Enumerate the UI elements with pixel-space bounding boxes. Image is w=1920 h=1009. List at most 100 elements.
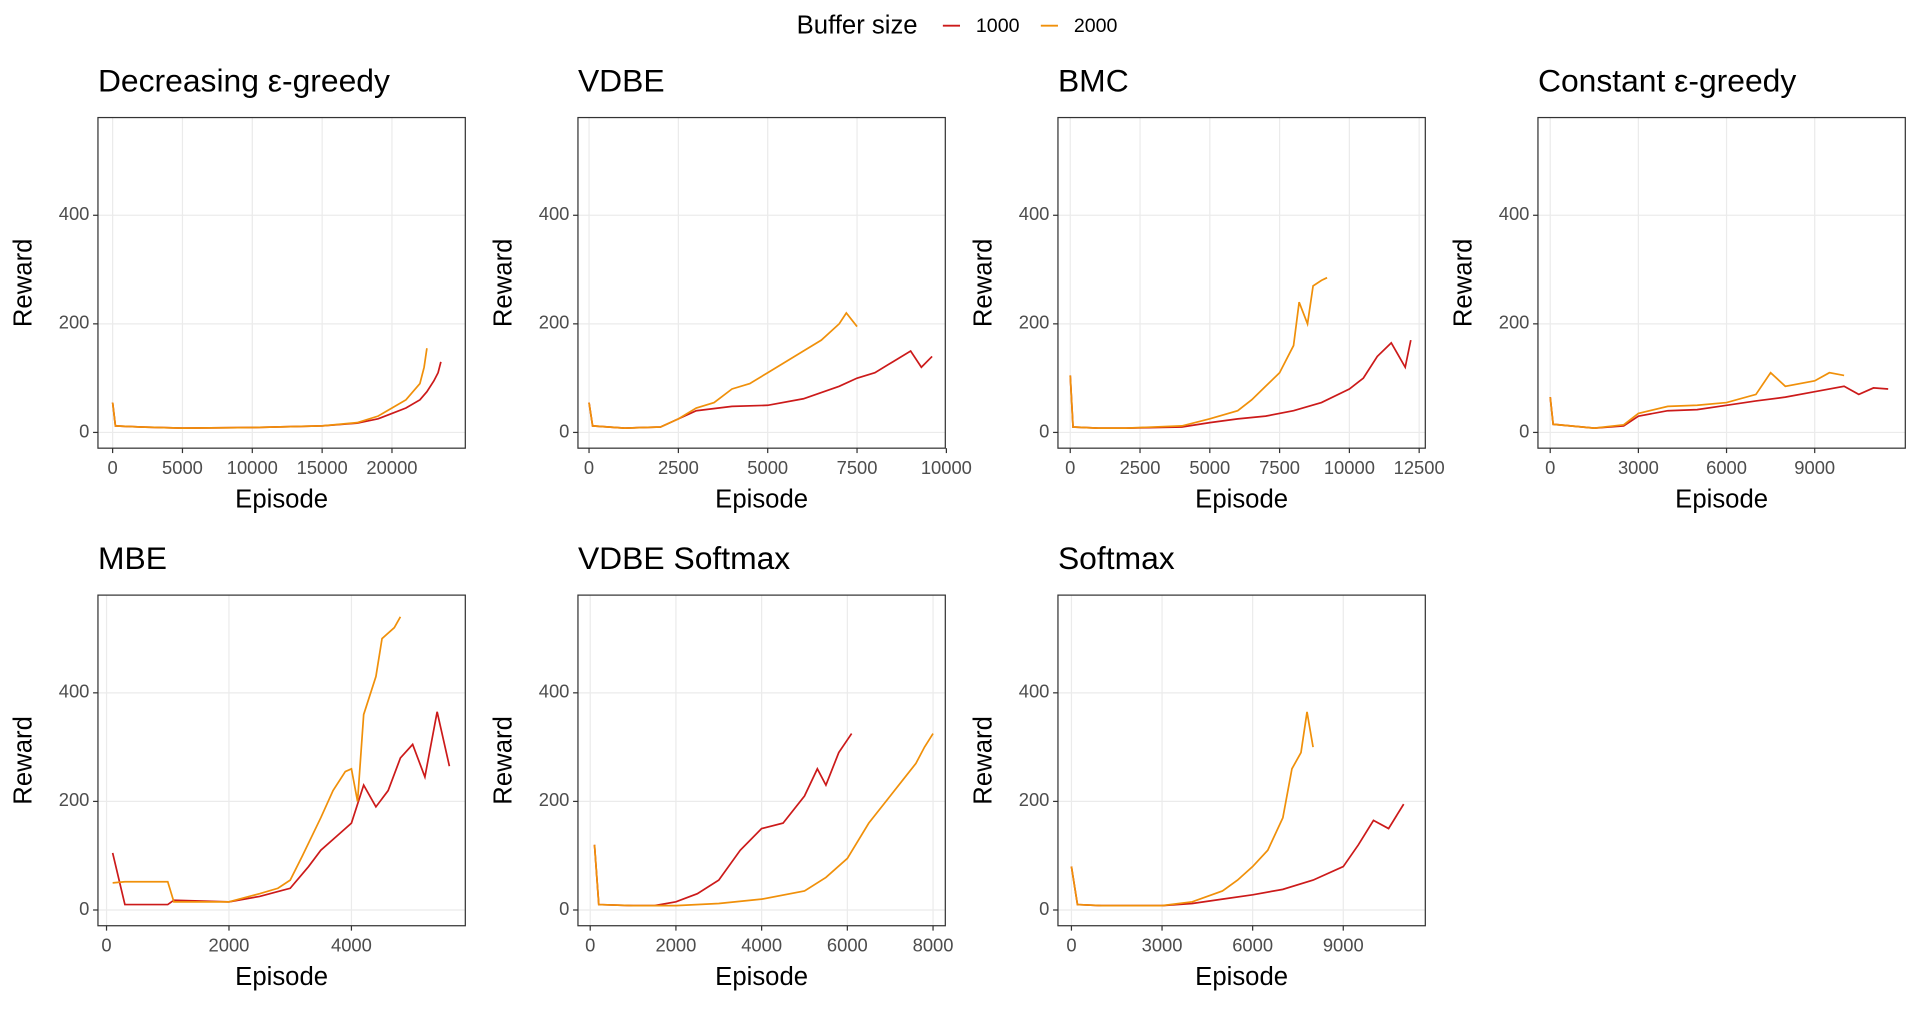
x-axis-label: Episode [715, 963, 808, 991]
y-axis-label: Reward [489, 239, 517, 328]
x-tick-label: 10000 [227, 457, 278, 478]
panel: VDBE 0 200 400 0 2500 5000 7500 10000 Episode Rewa… [489, 63, 972, 514]
x-axis-label: Episode [1195, 486, 1288, 514]
x-tick-label: 20000 [366, 457, 417, 478]
y-tick-label: 0 [79, 898, 89, 919]
x-tick-label: 15000 [297, 457, 348, 478]
series-line [1549, 371, 1845, 429]
y-tick-label: 400 [539, 203, 570, 224]
y-tick-label: 400 [1019, 681, 1050, 702]
legend-label: 1000 [976, 15, 1020, 37]
x-tick-label: 8000 [913, 934, 954, 955]
series-line [593, 733, 853, 907]
panel: Softmax 0 200 400 0 3000 6000 9000 Episode Reward [969, 540, 1426, 991]
panel-border [97, 594, 466, 927]
panel: Decreasing ε-greedy 0 200 400 0 5000 10000 1500… [9, 63, 466, 514]
y-axis-label: Reward [489, 716, 517, 805]
panel-title: VDBE Softmax [578, 540, 790, 576]
x-tick-label: 2500 [658, 457, 699, 478]
x-tick-label: 7500 [837, 457, 878, 478]
x-axis-label: Episode [1675, 486, 1768, 514]
x-tick-label: 0 [1066, 934, 1076, 955]
x-tick-label: 6000 [1232, 934, 1273, 955]
series-line [112, 616, 402, 903]
panel-border [1057, 116, 1426, 449]
y-tick-label: 0 [1039, 898, 1049, 919]
x-axis-label: Episode [235, 486, 328, 514]
y-tick-label: 200 [1499, 312, 1530, 333]
x-tick-label: 2500 [1120, 457, 1161, 478]
panel-border [1057, 594, 1426, 927]
y-tick-label: 200 [59, 312, 90, 333]
y-tick-label: 200 [59, 789, 90, 810]
panel-title: VDBE [578, 63, 665, 99]
x-tick-label: 3000 [1618, 457, 1659, 478]
y-tick-label: 400 [59, 681, 90, 702]
panel-border [577, 116, 946, 449]
x-tick-label: 0 [108, 457, 118, 478]
panel-border [97, 116, 466, 449]
x-axis-label: Episode [715, 486, 808, 514]
x-tick-label: 2000 [656, 934, 697, 955]
panel-title: Softmax [1058, 540, 1175, 576]
legend-title: Buffer size [797, 12, 918, 40]
panel-title: MBE [98, 540, 167, 576]
x-tick-label: 5000 [162, 457, 203, 478]
x-tick-label: 5000 [747, 457, 788, 478]
y-tick-label: 200 [539, 312, 570, 333]
y-axis-label: Reward [969, 716, 997, 805]
series-line [1069, 339, 1412, 429]
y-axis-label: Reward [9, 239, 37, 328]
y-tick-label: 0 [79, 420, 89, 441]
x-axis-label: Episode [1195, 963, 1288, 991]
series-line [1069, 276, 1328, 429]
x-tick-label: 2000 [209, 934, 250, 955]
series-line [111, 348, 428, 429]
x-tick-label: 9000 [1323, 934, 1364, 955]
x-tick-label: 10000 [1324, 457, 1375, 478]
series-line [1070, 711, 1314, 907]
panel: BMC 0 200 400 0 2500 5000 7500 10000 12500 Episode… [969, 63, 1444, 514]
x-tick-label: 0 [585, 934, 595, 955]
x-tick-label: 4000 [331, 934, 372, 955]
y-axis-label: Reward [1449, 239, 1477, 328]
y-tick-label: 400 [1019, 203, 1050, 224]
x-tick-label: 7500 [1259, 457, 1300, 478]
x-tick-label: 0 [1545, 457, 1555, 478]
y-tick-label: 0 [1039, 420, 1049, 441]
x-tick-label: 0 [584, 457, 594, 478]
y-tick-label: 400 [1499, 203, 1530, 224]
panel-title: BMC [1058, 63, 1129, 99]
x-tick-label: 0 [1065, 457, 1075, 478]
series-line [593, 733, 934, 907]
panel-title: Decreasing ε-greedy [98, 63, 390, 99]
x-tick-label: 0 [101, 934, 111, 955]
x-tick-label: 9000 [1794, 457, 1835, 478]
y-axis-label: Reward [9, 716, 37, 805]
x-tick-label: 3000 [1142, 934, 1183, 955]
x-tick-label: 12500 [1394, 457, 1445, 478]
y-tick-label: 0 [1519, 420, 1529, 441]
series-line [111, 711, 451, 906]
y-tick-label: 400 [539, 681, 570, 702]
y-tick-label: 200 [539, 789, 570, 810]
y-tick-label: 0 [559, 420, 569, 441]
series-line [588, 311, 858, 429]
x-tick-label: 5000 [1189, 457, 1230, 478]
panel: Constant ε-greedy 0 200 400 0 3000 6000 9000 Epi… [1449, 63, 1906, 514]
x-tick-label: 6000 [827, 934, 868, 955]
series-line [1070, 803, 1405, 907]
panel-border [1537, 116, 1906, 449]
x-axis-label: Episode [235, 963, 328, 991]
x-tick-label: 4000 [741, 934, 782, 955]
panel-border [577, 594, 946, 927]
y-tick-label: 400 [59, 203, 90, 224]
legend-label: 2000 [1074, 15, 1118, 37]
series-line [1549, 385, 1889, 429]
y-tick-label: 0 [559, 898, 569, 919]
x-tick-label: 6000 [1706, 457, 1747, 478]
